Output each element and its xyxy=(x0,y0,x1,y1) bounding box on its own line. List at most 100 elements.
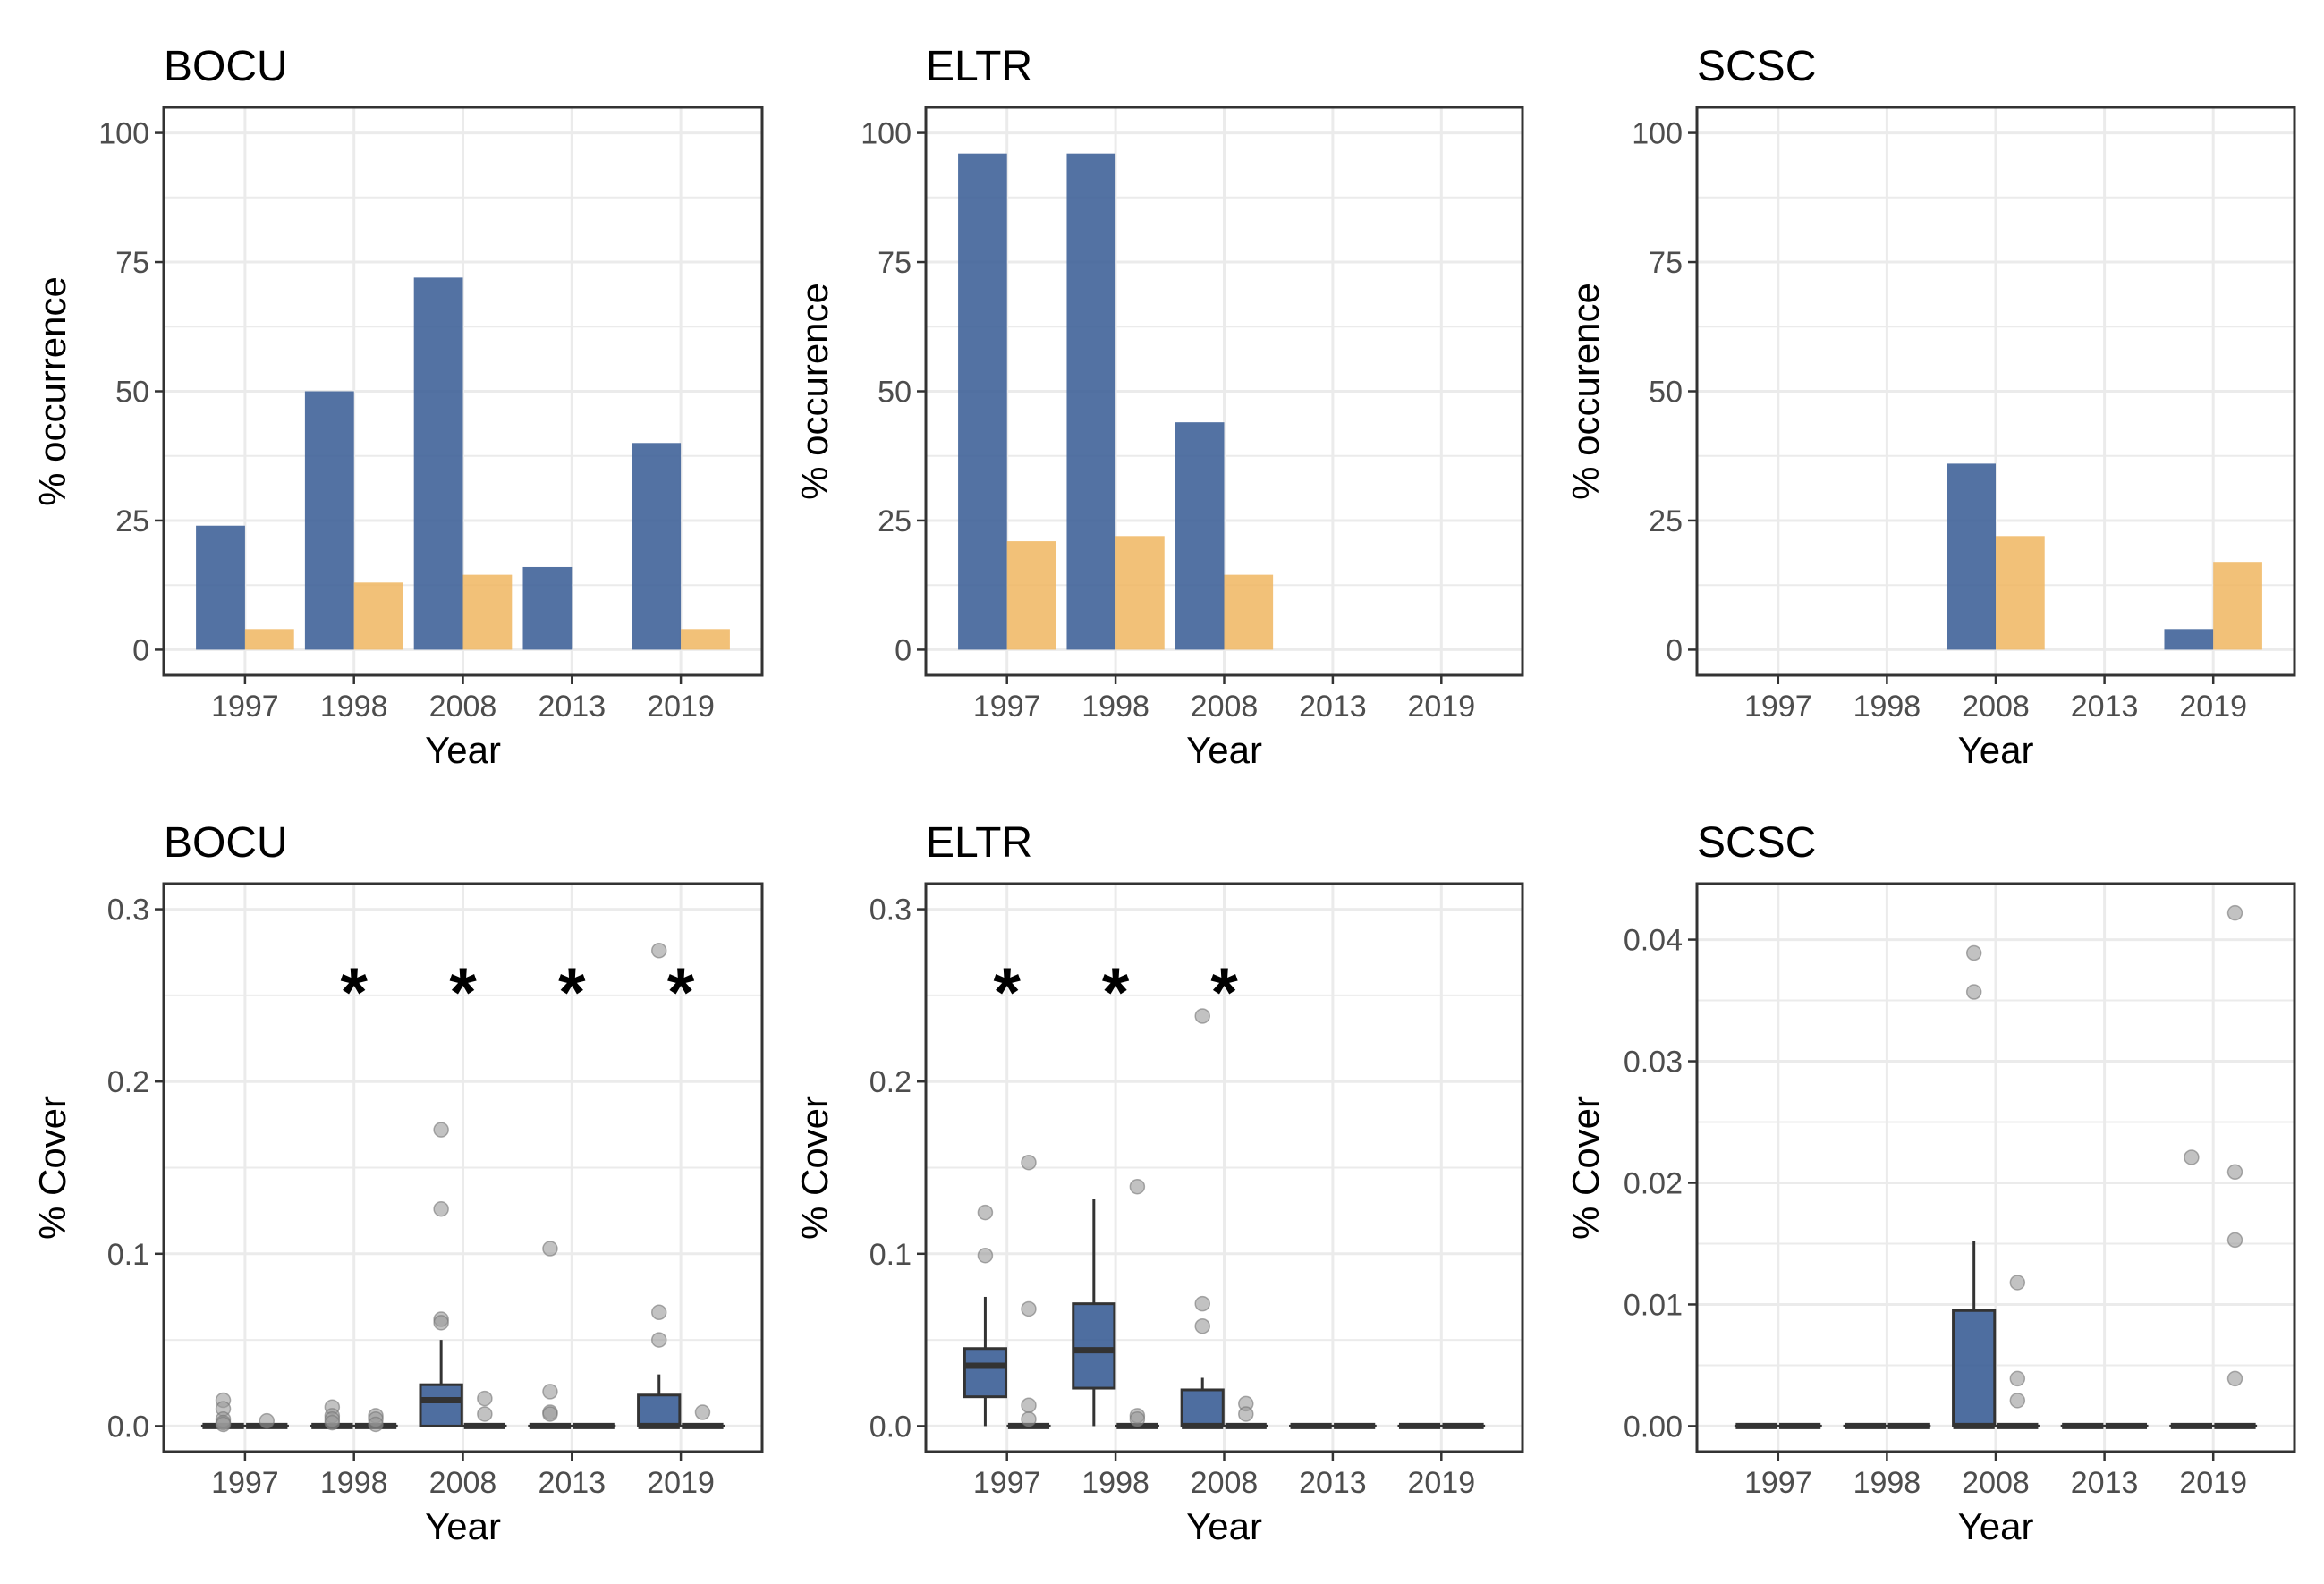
outlier-point xyxy=(1194,1295,1210,1312)
y-tick-label: 0.00 xyxy=(1624,1410,1683,1444)
significance-star: * xyxy=(1102,953,1130,1031)
bar-1998-series-1 xyxy=(1066,153,1116,650)
plot-frame xyxy=(162,882,764,1453)
x-axis-title: Year xyxy=(1186,729,1262,771)
y-tick-label: 0.1 xyxy=(869,1238,912,1272)
outlier-point xyxy=(542,1406,558,1422)
y-tick-label: 100 xyxy=(98,117,149,151)
x-tick-label: 1998 xyxy=(1081,1466,1149,1500)
bar-1997-series-2 xyxy=(244,629,294,650)
y-tick-label: 25 xyxy=(115,504,149,538)
y-tick-label: 100 xyxy=(861,117,912,151)
y-tick-label: 0.3 xyxy=(869,894,912,928)
plot-frame xyxy=(924,106,1524,677)
outlier-point xyxy=(433,1122,449,1138)
x-tick-label: 2008 xyxy=(429,1466,497,1500)
x-tick-label: 2019 xyxy=(2179,1466,2247,1500)
box-2008-series-2 xyxy=(462,1390,507,1429)
significance-star: * xyxy=(1210,953,1238,1031)
chart-panel-4: 0.0 0.1 0.2 0.3 1997 1998 2008 2013 2019 * * * * BOCU… xyxy=(31,819,764,1547)
x-tick-label: 2008 xyxy=(1191,690,1259,724)
x-tick-label: 1997 xyxy=(211,1466,279,1500)
outlier-point xyxy=(2226,904,2243,921)
bar-2019-series-2 xyxy=(681,629,730,650)
box-2019-series-2 xyxy=(680,1404,725,1429)
outlier-point xyxy=(259,1412,276,1429)
box-2008-series-2 xyxy=(1995,1275,2040,1429)
bar-2008-series-1 xyxy=(1947,463,1996,650)
outlier-point xyxy=(433,1315,449,1331)
x-tick-label: 2013 xyxy=(2071,690,2139,724)
y-tick-label: 50 xyxy=(1649,376,1683,410)
outlier-point xyxy=(2226,1370,2243,1387)
y-tick-label: 0.3 xyxy=(107,894,149,928)
x-tick-label: 2013 xyxy=(1299,1466,1367,1500)
x-tick-label: 2013 xyxy=(2071,1466,2139,1500)
outlier-point xyxy=(1021,1300,1037,1317)
bar-1997-series-1 xyxy=(958,153,1007,650)
outlier-point xyxy=(2184,1149,2200,1165)
box-1997-series-2 xyxy=(244,1412,289,1429)
x-tick-label: 1998 xyxy=(1853,690,1921,724)
x-tick-label: 2013 xyxy=(1299,690,1367,724)
box-body xyxy=(1180,1388,1225,1427)
y-tick-label: 0.2 xyxy=(107,1065,149,1099)
bar-1998-series-2 xyxy=(353,582,403,650)
box-1997-series-1 xyxy=(200,1392,246,1433)
box-2019-series-2 xyxy=(2212,904,2258,1429)
panel-title: BOCU xyxy=(164,819,288,867)
bar-2019-series-1 xyxy=(2164,629,2214,650)
y-tick-label: 0.03 xyxy=(1624,1046,1683,1080)
y-tick-label: 0.1 xyxy=(107,1238,149,1272)
panel-title: SCSC xyxy=(1697,43,1816,90)
x-tick-label: 1997 xyxy=(1744,690,1812,724)
box-2008-series-1 xyxy=(419,1122,463,1427)
x-axis-title: Year xyxy=(425,1505,501,1547)
panel-title: ELTR xyxy=(926,43,1032,90)
y-tick-label: 0 xyxy=(132,633,149,667)
outlier-point xyxy=(433,1200,449,1217)
y-tick-label: 50 xyxy=(115,376,149,410)
outlier-point xyxy=(368,1416,384,1433)
y-tick-label: 75 xyxy=(115,246,149,280)
y-tick-label: 0.02 xyxy=(1624,1166,1683,1200)
box-body xyxy=(963,1347,1007,1399)
y-tick-label: 25 xyxy=(878,504,912,538)
outlier-point xyxy=(215,1416,232,1433)
plot-frame xyxy=(1695,882,2296,1453)
outlier-point xyxy=(1238,1406,1254,1422)
significance-star: * xyxy=(667,953,695,1031)
significance-star: * xyxy=(558,953,586,1031)
significance-star: * xyxy=(994,953,1022,1031)
y-tick-label: 0.0 xyxy=(107,1410,149,1444)
outlier-point xyxy=(1194,1317,1210,1334)
box-2008-series-1 xyxy=(1952,944,1997,1429)
outlier-point xyxy=(1965,984,1982,1000)
outlier-point xyxy=(1129,1178,1146,1195)
outlier-point xyxy=(1021,1154,1037,1171)
box-2019-series-1 xyxy=(2169,1149,2214,1429)
outlier-point xyxy=(977,1204,994,1221)
x-tick-label: 2019 xyxy=(1407,690,1475,724)
chart-panel-3: 0 25 50 75 100 1997 1998 2008 2013 2019 SCSC Year % … xyxy=(1565,43,2296,771)
box-body xyxy=(419,1383,463,1427)
y-tick-label: 75 xyxy=(878,246,912,280)
y-tick-label: 0.04 xyxy=(1624,924,1683,958)
outlier-point xyxy=(1021,1410,1037,1427)
outlier-point xyxy=(650,1332,667,1348)
outlier-point xyxy=(1129,1410,1146,1427)
outlier-point xyxy=(324,1414,341,1431)
box-1998-series-2 xyxy=(1115,1178,1159,1429)
y-tick-label: 0.0 xyxy=(869,1410,912,1444)
y-axis-title: % occurence xyxy=(793,283,835,500)
x-tick-label: 2013 xyxy=(538,690,606,724)
x-tick-label: 1997 xyxy=(211,690,279,724)
bar-2008-series-1 xyxy=(413,277,463,650)
x-tick-label: 1997 xyxy=(1744,1466,1812,1500)
bar-2008-series-1 xyxy=(1175,422,1225,650)
bar-2019-series-2 xyxy=(2213,562,2262,650)
bar-2013-series-1 xyxy=(522,566,573,650)
outlier-point xyxy=(477,1390,493,1407)
y-axis-title: % occurence xyxy=(1565,283,1607,500)
